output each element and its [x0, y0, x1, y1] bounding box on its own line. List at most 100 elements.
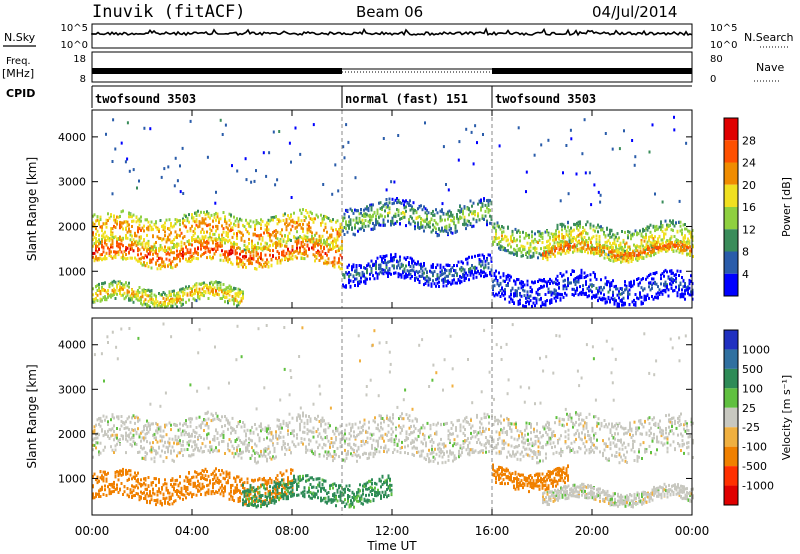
heatmap-cell — [125, 431, 127, 435]
heatmap-cell — [499, 240, 502, 243]
heatmap-cell — [561, 248, 564, 252]
heatmap-cell — [323, 241, 325, 245]
heatmap-cell — [146, 241, 148, 245]
heatmap-cell — [481, 260, 484, 264]
heatmap-cell — [577, 293, 580, 297]
heatmap-cell — [618, 302, 620, 306]
heatmap-cell — [553, 296, 556, 300]
heatmap-cell — [538, 278, 541, 282]
heatmap-cell — [597, 291, 599, 295]
heatmap-cell — [317, 215, 319, 219]
heatmap-cell — [552, 238, 554, 242]
heatmap-cell — [573, 293, 575, 297]
heatmap-cell — [143, 229, 145, 233]
heatmap-cell — [222, 292, 225, 296]
heatmap-cell — [165, 423, 168, 427]
heatmap-cell — [291, 218, 294, 222]
heatmap-cell — [343, 273, 346, 277]
heatmap-cell — [204, 423, 207, 427]
heatmap-cell — [387, 204, 389, 208]
heatmap-cell — [490, 259, 493, 263]
heatmap-cell — [101, 298, 103, 302]
heatmap-cell — [183, 448, 186, 452]
heatmap-cell — [221, 233, 223, 237]
heatmap-cell — [660, 222, 662, 226]
heatmap-cell — [123, 291, 126, 295]
heatmap-cell — [261, 258, 264, 262]
heatmap-cell — [683, 240, 685, 244]
heatmap-cell — [122, 227, 124, 231]
heatmap-cell — [382, 221, 385, 225]
heatmap-cell — [387, 269, 389, 273]
heatmap-cell — [132, 290, 135, 294]
heatmap-cell — [150, 266, 153, 270]
heatmap-cell — [138, 296, 141, 300]
heatmap-cell — [170, 264, 172, 267]
heatmap-cell — [125, 236, 127, 240]
heatmap-cell — [240, 259, 243, 263]
heatmap-cell — [231, 245, 234, 249]
heatmap-cell — [111, 288, 114, 292]
heatmap-cell — [617, 248, 619, 252]
heatmap-cell — [245, 178, 248, 182]
heatmap-cell — [645, 227, 647, 231]
heatmap-cell — [615, 249, 618, 253]
heatmap-cell — [414, 227, 416, 231]
heatmap-cell — [567, 284, 569, 288]
heatmap-cell — [105, 432, 108, 436]
heatmap-cell — [120, 256, 123, 260]
heatmap-cell — [147, 430, 150, 434]
heatmap-cell — [456, 229, 458, 233]
heatmap-cell — [569, 128, 572, 132]
heatmap-cell — [686, 252, 688, 256]
heatmap-cell — [306, 254, 309, 258]
heatmap-cell — [462, 222, 464, 226]
heatmap-cell — [105, 415, 108, 419]
heatmap-cell — [364, 214, 367, 218]
heatmap-cell — [352, 232, 355, 236]
heatmap-cell — [194, 447, 196, 451]
heatmap-cell — [290, 256, 292, 260]
heatmap-cell — [363, 208, 365, 212]
heatmap-cell — [117, 237, 120, 241]
heatmap-cell — [111, 227, 114, 231]
heatmap-cell — [170, 261, 172, 265]
heatmap-cell — [335, 238, 337, 242]
heatmap-cell — [93, 236, 96, 240]
nsky-tick-low: 10^0 — [61, 40, 88, 51]
heatmap-cell — [675, 249, 678, 253]
heatmap-cell — [237, 246, 240, 250]
heatmap-cell — [456, 264, 458, 268]
heatmap-cell — [162, 248, 165, 252]
heatmap-cell — [111, 256, 114, 260]
heatmap-cell — [99, 451, 102, 455]
heatmap-cell — [191, 453, 193, 457]
heatmap-cell — [206, 224, 208, 228]
heatmap-cell — [198, 449, 201, 453]
nsearch-tick-low: 10^0 — [710, 40, 737, 51]
heatmap-cell — [219, 286, 222, 290]
heatmap-cell — [134, 428, 136, 432]
heatmap-cell — [201, 236, 204, 240]
heatmap-cell — [616, 232, 619, 236]
heatmap-cell — [215, 237, 217, 241]
heatmap-cell — [468, 255, 470, 259]
heatmap-cell — [282, 239, 285, 243]
heatmap-cell — [498, 246, 500, 250]
heatmap-cell — [149, 441, 151, 445]
heatmap-cell — [201, 244, 204, 248]
heatmap-cell — [117, 289, 120, 292]
heatmap-cell — [246, 230, 249, 234]
heatmap-cell — [463, 279, 466, 282]
heatmap-cell — [403, 276, 406, 280]
heatmap-cell — [690, 233, 692, 237]
heatmap-cell — [341, 267, 343, 271]
heatmap-cell — [463, 270, 466, 274]
heatmap-cell — [669, 245, 672, 249]
heatmap-cell — [135, 234, 138, 238]
heatmap-cell — [138, 257, 141, 261]
heatmap-cell — [159, 219, 162, 222]
heatmap-cell — [552, 281, 554, 285]
heatmap-cell — [188, 242, 190, 246]
heatmap-cell — [206, 421, 208, 425]
